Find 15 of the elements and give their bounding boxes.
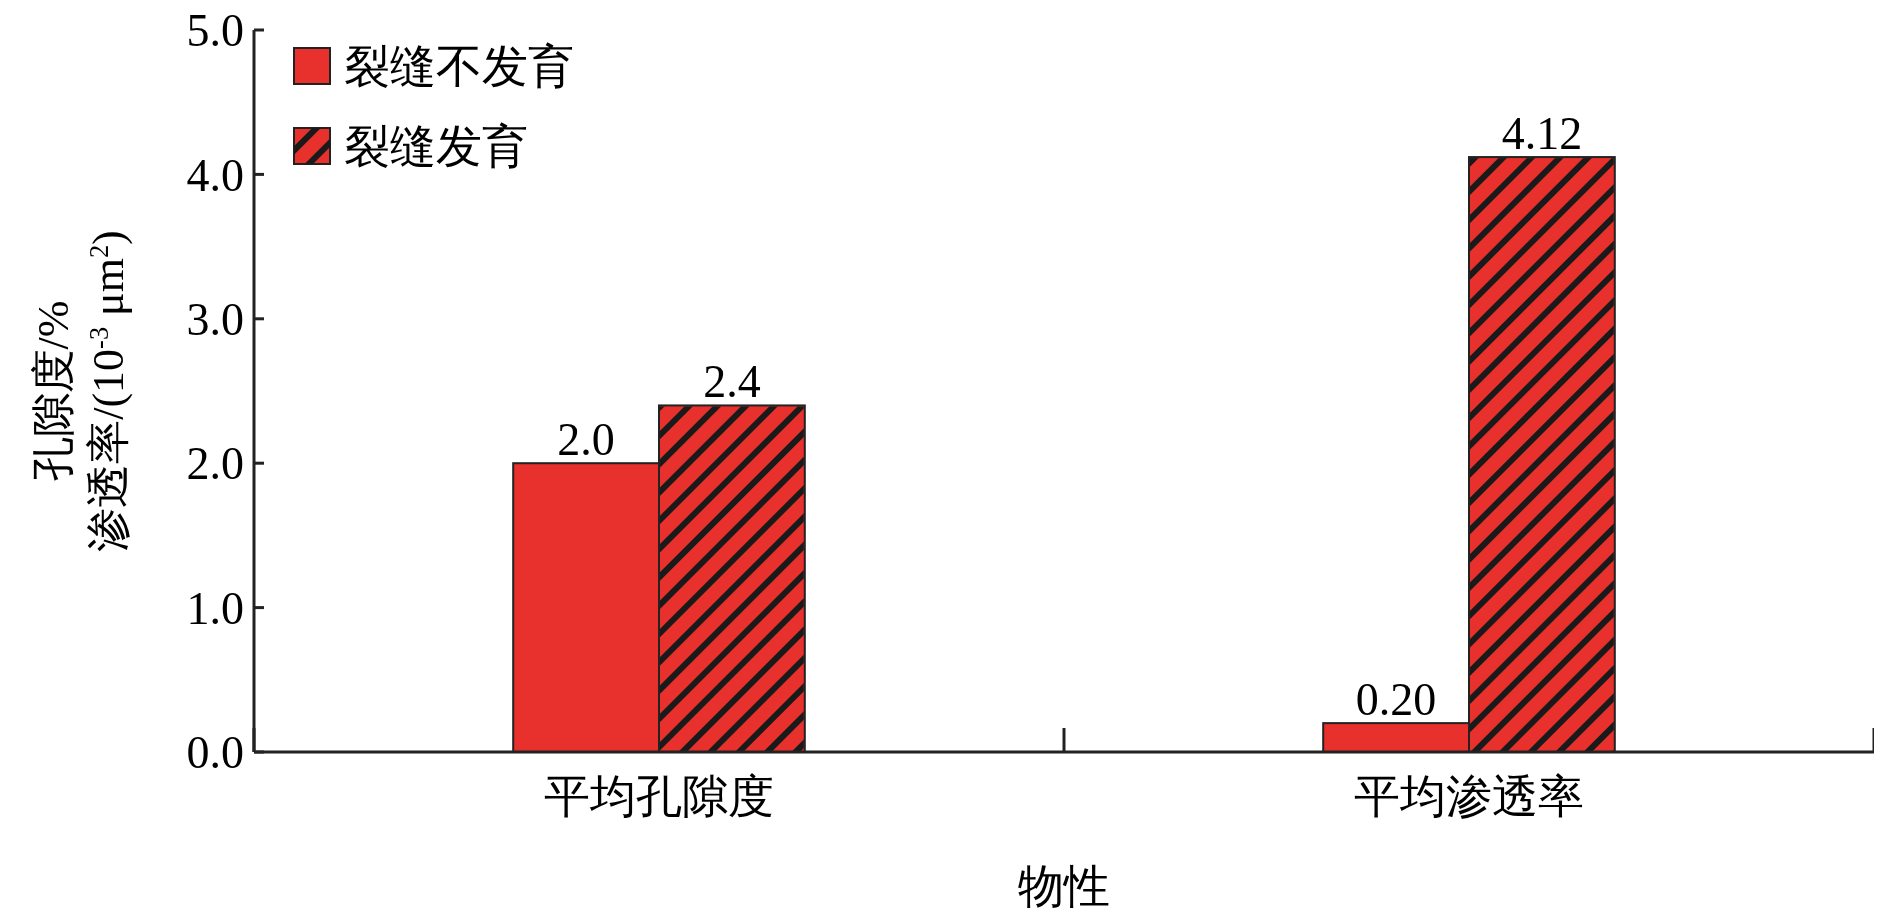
y-tick-label: 4.0 — [186, 149, 244, 201]
data-label: 4.12 — [1501, 108, 1583, 160]
x-tick-label: 平均渗透率 — [1354, 771, 1584, 822]
y-tick-label: 1.0 — [186, 582, 244, 634]
x-axis-title: 物性 — [1018, 861, 1110, 912]
legend-label: 裂缝不发育 — [344, 41, 574, 93]
y-tick-label: 2.0 — [186, 438, 244, 490]
y-tick-label: 5.0 — [186, 5, 244, 57]
legend-label: 裂缝发育 — [344, 121, 528, 173]
data-label: 2.4 — [703, 356, 761, 408]
data-label: 2.0 — [557, 414, 615, 466]
y-tick-label: 3.0 — [186, 293, 244, 345]
x-tick-label: 平均孔隙度 — [544, 771, 774, 822]
y-tick-label: 0.0 — [186, 727, 244, 779]
data-label: 0.20 — [1355, 674, 1437, 726]
